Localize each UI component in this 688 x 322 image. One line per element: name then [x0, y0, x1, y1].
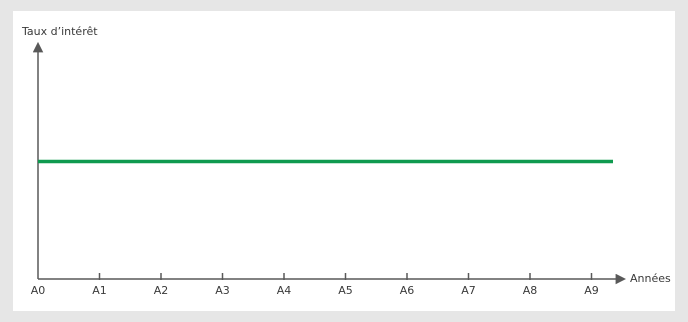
x-tick-label: A1 — [92, 284, 107, 297]
x-tick-label: A4 — [277, 284, 292, 297]
x-axis-ticks: A0 A1 A2 A3 A4 A5 A6 A7 A8 A9 — [31, 273, 599, 297]
x-tick-label: A2 — [154, 284, 169, 297]
x-tick-label: A0 — [31, 284, 46, 297]
x-tick-label: A6 — [400, 284, 415, 297]
x-axis-label: Années — [630, 272, 671, 285]
x-tick-label: A7 — [461, 284, 476, 297]
x-tick-label: A5 — [338, 284, 353, 297]
x-tick-label: A9 — [584, 284, 599, 297]
x-tick-label: A8 — [523, 284, 538, 297]
y-axis-label: Taux d’intérêt — [21, 25, 98, 38]
x-tick-label: A3 — [215, 284, 230, 297]
